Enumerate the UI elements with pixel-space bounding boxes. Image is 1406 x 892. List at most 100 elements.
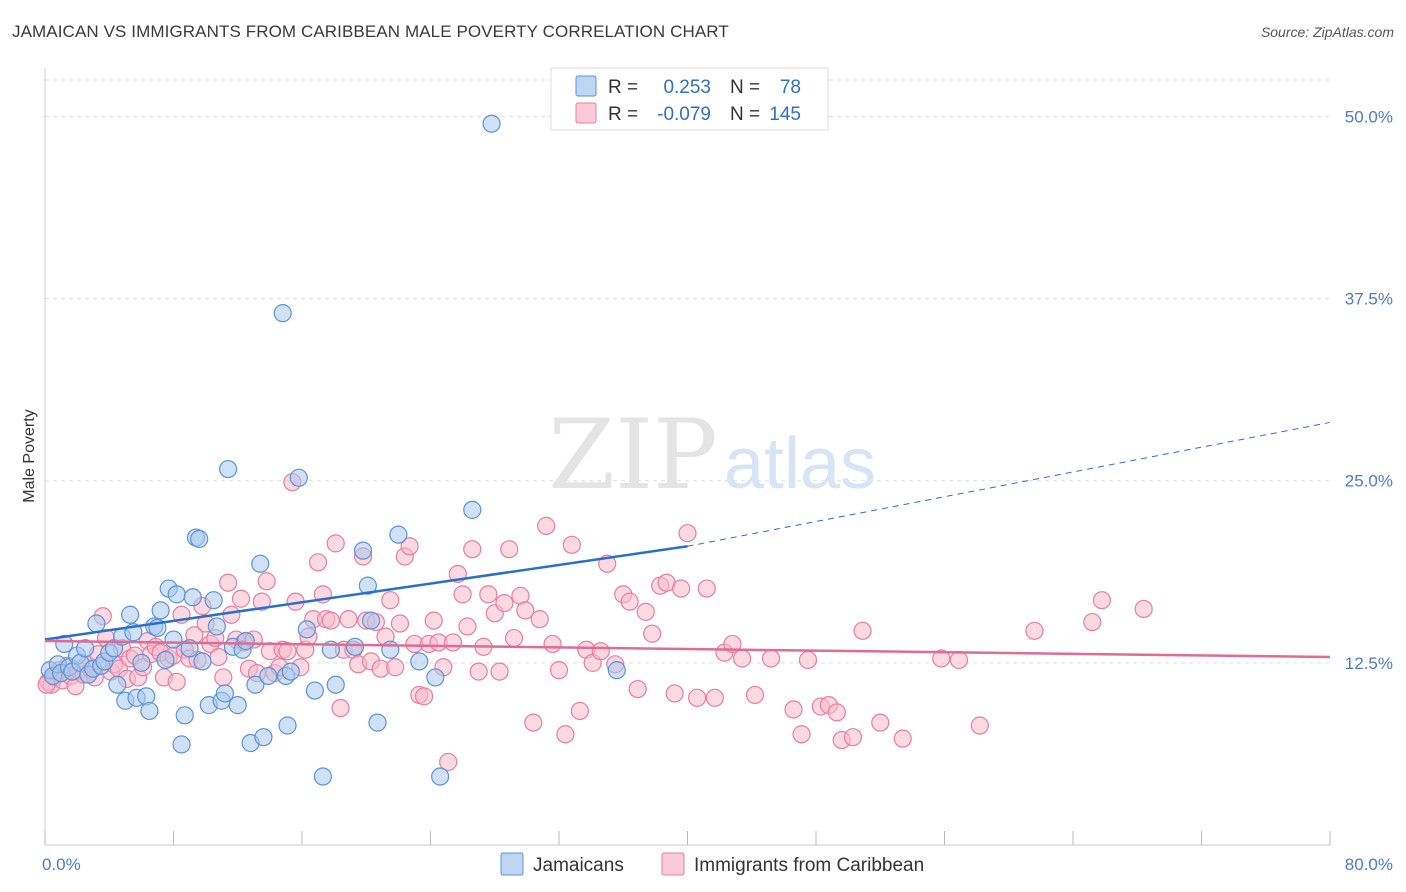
y-axis-label: Male Poverty [21, 409, 38, 502]
scatter-point-jamaican [381, 640, 400, 659]
scatter-point-jamaican [87, 614, 106, 633]
legend-n-label: N = [730, 104, 760, 125]
scatter-point-caribbean [705, 688, 724, 707]
scatter-point-caribbean [665, 684, 684, 703]
y-tick-labels: 12.5% 25.0% 37.5% 50.0% [1345, 107, 1393, 672]
scatter-point-jamaican [305, 681, 324, 700]
scatter-point-caribbean [537, 516, 556, 535]
scatter-point-caribbean [556, 725, 575, 744]
scatter-point-caribbean [932, 649, 951, 668]
trend-line-jamaicans [44, 545, 688, 641]
scatter-point-caribbean [549, 661, 569, 680]
scatter-point-caribbean [543, 634, 562, 654]
scatter-point-jamaican [193, 652, 212, 671]
scatter-point-jamaican [156, 650, 175, 670]
scatter-point-caribbean [745, 685, 765, 705]
scatter-point-caribbean [697, 579, 716, 598]
scatter-point-caribbean [1134, 599, 1153, 619]
scatter-point-caribbean [636, 602, 655, 621]
trend-lines [44, 421, 1331, 659]
scatter-point-caribbean [495, 594, 514, 613]
scatter-point-caribbean [827, 703, 846, 722]
scatter-point-caribbean [970, 716, 989, 735]
scatter-point-jamaican [219, 459, 238, 479]
scatter-point-caribbean [167, 672, 186, 691]
scatter-point-jamaican [228, 696, 247, 715]
source-label: Source: ZipAtlas.com [1260, 24, 1394, 40]
scatter-point-caribbean [400, 537, 419, 556]
scatter-point-caribbean [231, 589, 251, 608]
chart-title: JAMAICAN VS IMMIGRANTS FROM CARIBBEAN MA… [12, 22, 729, 41]
scatter-point-jamaican [183, 588, 202, 607]
legend-n-value: 145 [769, 104, 801, 125]
scatter-point-caribbean [1083, 612, 1102, 632]
y-tick-label: 25.0% [1345, 472, 1393, 491]
scatter-point-caribbean [570, 701, 589, 721]
legend-r-label: R = [608, 104, 638, 125]
scatter-point-jamaican [140, 701, 159, 721]
scatter-point-caribbean [252, 592, 271, 611]
scatter-point-caribbean [504, 628, 524, 648]
legend-label-jamaicans: Jamaicans [533, 855, 624, 876]
scatter-point-caribbean [671, 579, 691, 598]
scatter-point-jamaican [426, 668, 445, 687]
legend-r-value: -0.079 [657, 104, 711, 125]
legend-swatch-caribbean [661, 852, 685, 876]
scatter-point-caribbean [321, 611, 341, 630]
scatter-point-caribbean [723, 634, 742, 654]
scatter-point-caribbean [1092, 591, 1112, 610]
scatter-point-jamaican [55, 634, 74, 654]
scatter-point-caribbean [479, 585, 498, 604]
scatter-point-caribbean [458, 617, 477, 636]
scatter-point-caribbean [784, 700, 803, 719]
scatter-point-jamaican [389, 525, 408, 544]
scatter-point-caribbean [628, 679, 647, 699]
legend-r-label: R = [608, 77, 638, 98]
scatter-point-jamaican [190, 529, 209, 549]
scatter-point-jamaican [204, 591, 223, 610]
scatter-point-caribbean [798, 650, 818, 670]
scatter-point-caribbean [453, 585, 472, 604]
scatter-point-caribbean [326, 534, 345, 553]
scatter-point-caribbean [443, 633, 463, 652]
legend-top: R = 0.253 N = 78 R = -0.079 N = 145 [550, 67, 829, 131]
scatter-point-jamaican [297, 620, 316, 639]
scatter-point-jamaican [132, 653, 151, 672]
scatter-point-caribbean [386, 658, 405, 677]
scatter-point-jamaican [259, 666, 278, 686]
scatter-point-caribbean [893, 729, 912, 748]
scatter-point-caribbean [500, 540, 519, 559]
scatter-point-jamaican [215, 684, 234, 703]
scatter-point-caribbean [853, 621, 872, 640]
x-tick-labels: 0.0% 80.0% [42, 855, 1393, 874]
y-tick-label: 37.5% [1345, 290, 1393, 309]
scatter-point-jamaican [368, 713, 387, 732]
watermark: ZIP atlas [548, 399, 876, 511]
scatter-point-jamaican [108, 675, 127, 694]
scatter-point-jamaican [278, 716, 297, 735]
scatter-point-jamaican [326, 675, 345, 694]
scatter-point-caribbean [308, 553, 328, 572]
x-tick-label: 0.0% [42, 855, 81, 874]
trend-line-caribbean [44, 639, 1331, 659]
scatter-point-jamaican [76, 639, 95, 658]
scatter-point-caribbean [209, 647, 228, 667]
scatter-point-jamaican [281, 662, 300, 681]
scatter-point-jamaican [431, 767, 450, 786]
scatter-point-jamaican [251, 554, 270, 573]
scatter-point-caribbean [643, 624, 662, 643]
scatter-point-caribbean [214, 668, 233, 687]
scatter-point-caribbean [469, 662, 488, 681]
scatter-point-caribbean [278, 642, 297, 661]
axes [44, 68, 1331, 846]
scatter-point-caribbean [871, 713, 890, 732]
y-tick-label: 50.0% [1345, 107, 1393, 126]
x-tick-label: 80.0% [1345, 855, 1393, 874]
watermark-atlas: atlas [724, 424, 876, 504]
scatter-point-caribbean [591, 642, 610, 661]
scatter-point-caribbean [516, 601, 535, 620]
scatter-point-caribbean [390, 614, 410, 633]
scatter-point-caribbean [331, 698, 350, 718]
scatter-point-jamaican [164, 630, 183, 649]
